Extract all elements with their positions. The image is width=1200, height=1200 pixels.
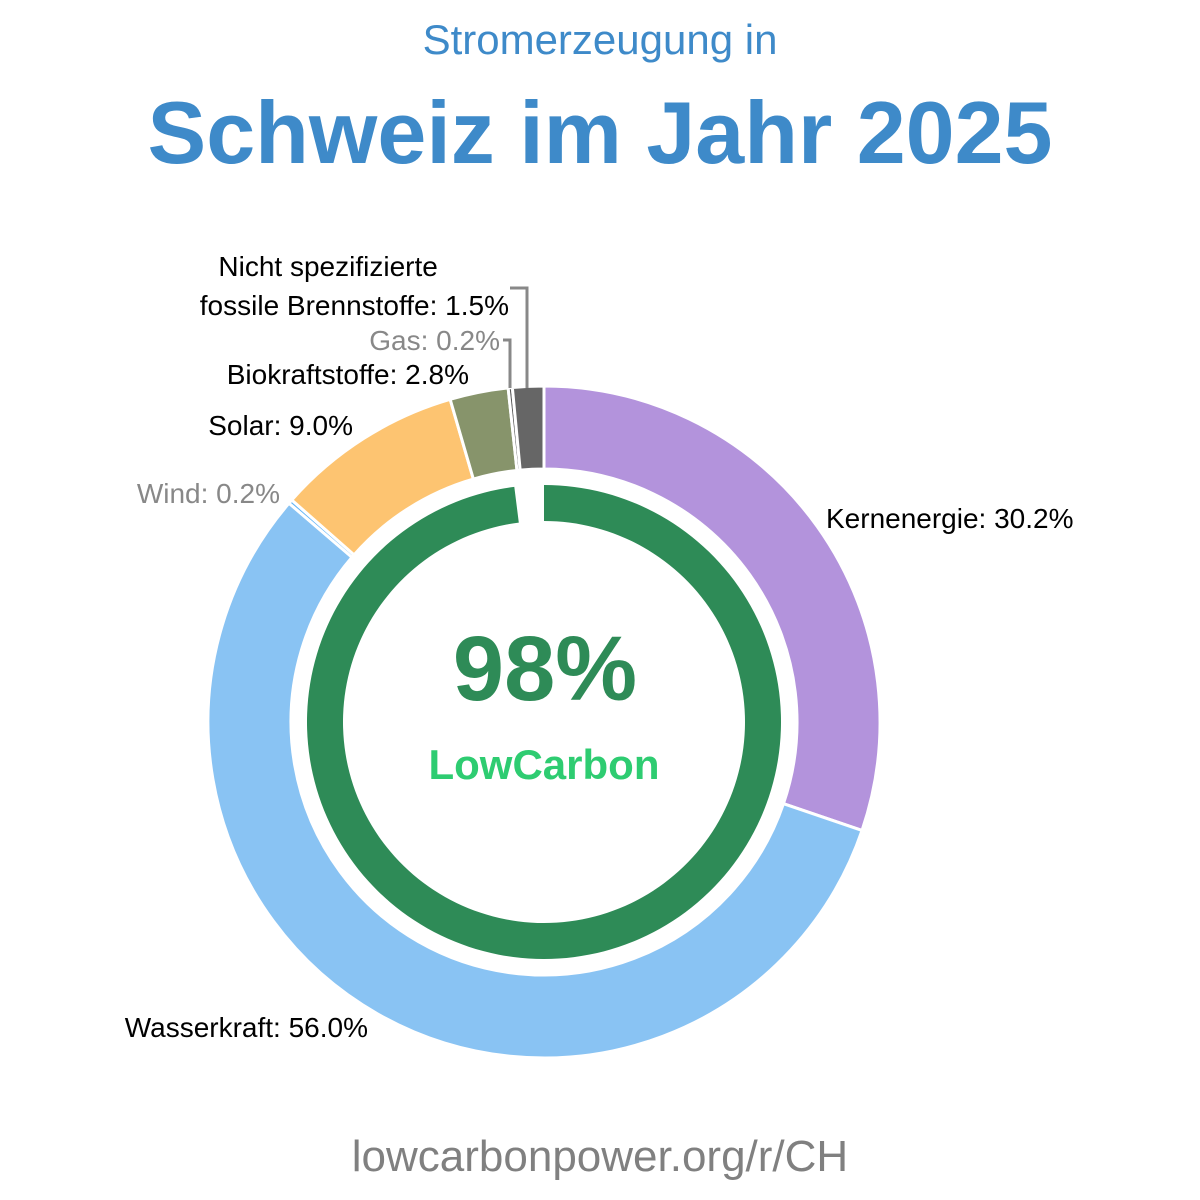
label-gas: Gas: 0.2% xyxy=(369,325,500,356)
slice-nicht-spezifizierte-fossile-brennstoffe xyxy=(510,384,546,472)
label-solar: Solar: 9.0% xyxy=(208,410,353,441)
label-wasserkraft: Wasserkraft: 56.0% xyxy=(125,1012,368,1043)
chart-subtitle: Stromerzeugung in xyxy=(422,16,778,63)
slice-kernenergie xyxy=(542,384,882,833)
lowcarbon-logo: LowCarbon xyxy=(429,741,660,788)
outer-ring xyxy=(206,384,882,1060)
low-carbon-ring xyxy=(306,485,781,959)
label-fossil: Nicht spezifizierte fossile Brennstoffe:… xyxy=(200,251,509,321)
slice-labels: Kernenergie: 30.2% Wasserkraft: 56.0% Wi… xyxy=(125,251,1074,1043)
low-carbon-arc xyxy=(306,485,781,959)
label-kernenergie: Kernenergie: 30.2% xyxy=(826,503,1074,534)
slice-wasserkraft xyxy=(206,501,864,1060)
label-fossil-text-line2: fossile Brennstoffe: 1.5% xyxy=(200,290,509,321)
source-url: lowcarbonpower.org/r/CH xyxy=(351,1132,849,1181)
leader-gas xyxy=(503,338,512,388)
leader-fossil xyxy=(510,286,529,388)
low-carbon-percent: 98% xyxy=(453,618,637,720)
label-biokraftstoffe: Biokraftstoffe: 2.8% xyxy=(227,359,469,390)
chart-title: Schweiz im Jahr 2025 xyxy=(147,83,1053,182)
label-fossil-text: Nicht spezifizierte xyxy=(218,251,437,282)
label-wind: Wind: 0.2% xyxy=(137,478,280,509)
leader-lines xyxy=(503,286,529,388)
